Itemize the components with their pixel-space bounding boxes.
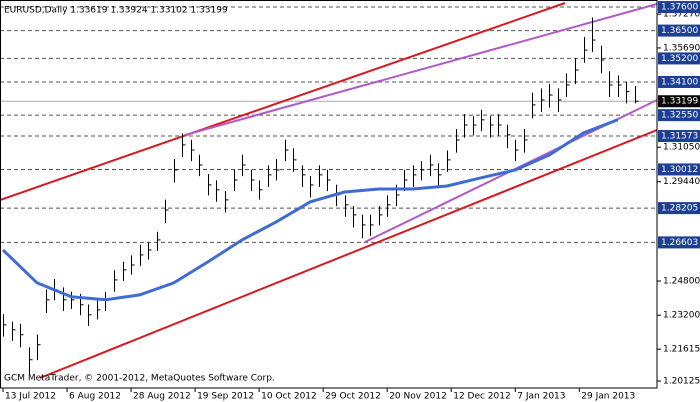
level-label: 1.30012 xyxy=(661,165,698,175)
level-box xyxy=(658,1,700,14)
x-tick-label: 13 Jul 2012 xyxy=(5,392,56,402)
x-tick-label: 28 Aug 2012 xyxy=(133,392,191,402)
trend-upper xyxy=(184,3,658,136)
level-label: 1.26603 xyxy=(661,238,698,248)
level-box xyxy=(658,236,700,249)
y-tick-label: 1.21615 xyxy=(663,345,700,355)
chart-title: EURUSD,Daily 1.33619 1.33924 1.33102 1.3… xyxy=(4,6,228,16)
y-tick-label: 1.29440 xyxy=(663,177,700,187)
level-box xyxy=(658,52,700,65)
level-label: 1.35200 xyxy=(661,54,698,64)
level-box xyxy=(658,24,700,37)
moving-average xyxy=(1,118,619,302)
plot-border xyxy=(0,0,658,389)
current-label: 1.33199 xyxy=(661,97,698,107)
channel-lower xyxy=(39,129,658,379)
level-box xyxy=(658,202,700,215)
trend-lines xyxy=(0,2,658,379)
channel-upper xyxy=(0,2,566,201)
x-tick-label: 29 Jan 2013 xyxy=(581,392,635,402)
footer: GCM MetaTrader, © 2001-2012, MetaQuotes … xyxy=(4,374,275,384)
level-box xyxy=(658,109,700,122)
y-tick-label: 1.20125 xyxy=(663,377,700,387)
level-label: 1.36500 xyxy=(661,26,698,36)
y-tick-label: 1.23200 xyxy=(663,311,700,321)
x-tick-label: 6 Aug 2012 xyxy=(69,392,121,402)
level-label: 1.31573 xyxy=(661,132,698,142)
level-label: 1.32550 xyxy=(661,111,698,121)
current-box xyxy=(658,95,700,108)
x-tick-label: 12 Dec 2012 xyxy=(453,392,511,402)
level-label: 1.34100 xyxy=(661,77,698,87)
y-tick-label: 1.35690 xyxy=(663,43,700,53)
x-tick-label: 7 Jan 2013 xyxy=(517,392,565,402)
y-tick-label: 1.37270 xyxy=(663,10,700,20)
x-tick-label: 20 Nov 2012 xyxy=(389,392,447,402)
level-label: 1.28205 xyxy=(661,204,698,214)
y-tick-label: 1.31050 xyxy=(663,143,700,153)
level-box xyxy=(658,163,700,176)
y-tick-label: 1.24800 xyxy=(663,276,700,286)
x-tick-label: 29 Oct 2012 xyxy=(325,392,381,402)
level-box xyxy=(658,130,700,143)
x-tick-label: 10 Oct 2012 xyxy=(261,392,317,402)
level-label: 1.37600 xyxy=(661,3,698,13)
x-tick-label: 19 Sep 2012 xyxy=(197,392,254,402)
level-box xyxy=(658,75,700,88)
